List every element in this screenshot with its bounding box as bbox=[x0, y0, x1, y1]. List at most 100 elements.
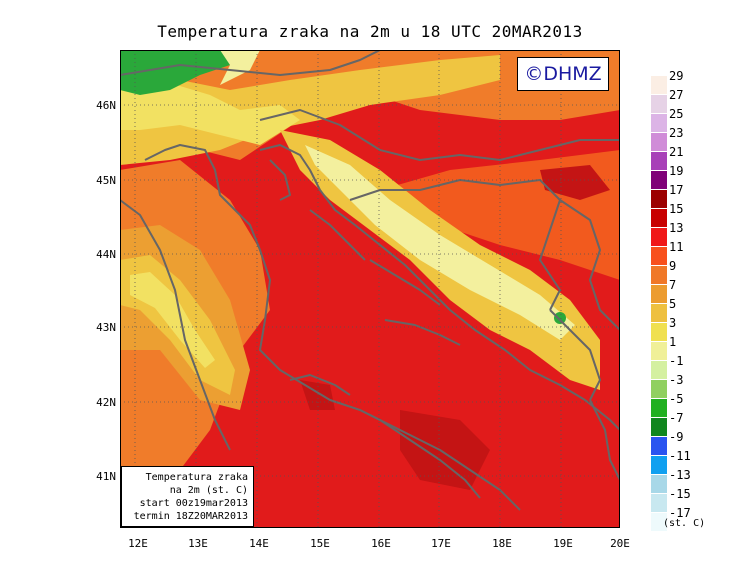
legend-entry: 13 bbox=[651, 221, 731, 246]
lat-label-43n: 43N bbox=[96, 321, 116, 334]
lon-label-18e: 18E bbox=[492, 537, 512, 550]
border-slovenia-croatia bbox=[259, 109, 620, 161]
border-serbia bbox=[559, 199, 620, 331]
legend-entry: 9 bbox=[651, 259, 731, 284]
temp-region-apennine-cream bbox=[130, 272, 215, 368]
legend-swatch bbox=[651, 266, 667, 284]
legend-entry: -1 bbox=[651, 354, 731, 379]
legend-label: -15 bbox=[669, 487, 691, 501]
legend-entry: -17 bbox=[651, 506, 731, 531]
legend-swatch bbox=[651, 95, 667, 113]
temp-region-cold-green bbox=[120, 50, 240, 95]
legend-entry: -15 bbox=[651, 487, 731, 512]
legend-swatch bbox=[651, 361, 667, 379]
copyright-label: ©DHMZ bbox=[517, 57, 609, 91]
legend-swatch bbox=[651, 285, 667, 303]
legend-swatch bbox=[651, 304, 667, 322]
legend-entry: -7 bbox=[651, 411, 731, 436]
legend-label: -7 bbox=[669, 411, 684, 425]
legend-swatch bbox=[651, 228, 667, 246]
legend-label: 29 bbox=[669, 69, 684, 83]
info-box: Temperatura zraka na 2m (st. C) start 00… bbox=[121, 466, 254, 527]
temp-region-alps-cream bbox=[120, 80, 300, 145]
legend-label: 23 bbox=[669, 126, 684, 140]
map-title: Temperatura zraka na 2m u 18 UTC 20MAR20… bbox=[157, 22, 583, 41]
legend-entry: 17 bbox=[651, 183, 731, 208]
lat-label-44n: 44N bbox=[96, 248, 116, 261]
temp-region-sea-darkred bbox=[400, 410, 490, 490]
temp-spot-green bbox=[554, 312, 566, 324]
legend-entry: 11 bbox=[651, 240, 731, 265]
legend-swatch bbox=[651, 114, 667, 132]
lon-label-19e: 19E bbox=[553, 537, 573, 550]
border-albania bbox=[589, 399, 620, 481]
legend-entry: 25 bbox=[651, 107, 731, 132]
legend-swatch bbox=[651, 475, 667, 493]
lon-label-16e: 16E bbox=[371, 537, 391, 550]
lon-label-17e: 17E bbox=[431, 537, 451, 550]
coastline-gargano bbox=[289, 374, 351, 396]
legend-label: 3 bbox=[669, 316, 677, 330]
legend-label: 25 bbox=[669, 107, 684, 121]
coastline-islands-1 bbox=[309, 209, 366, 261]
border-northern bbox=[120, 50, 381, 76]
legend-entry: -5 bbox=[651, 392, 731, 417]
legend-label: -11 bbox=[669, 449, 691, 463]
legend-entry: 7 bbox=[651, 278, 731, 303]
legend-label: 27 bbox=[669, 88, 684, 102]
coastline-croatia bbox=[259, 144, 620, 431]
legend-swatch bbox=[651, 171, 667, 189]
legend-swatch bbox=[651, 513, 667, 531]
info-line-variable: Temperatura zraka bbox=[145, 472, 248, 483]
legend-entry: 29 bbox=[651, 69, 731, 94]
legend-swatch bbox=[651, 418, 667, 436]
coastline-italy bbox=[144, 144, 481, 499]
legend-swatch bbox=[651, 342, 667, 360]
legend-label: 21 bbox=[669, 145, 684, 159]
legend-label: -17 bbox=[669, 506, 691, 520]
legend-label: 1 bbox=[669, 335, 677, 349]
coastline-islands-3 bbox=[384, 319, 461, 346]
lat-label-42n: 42N bbox=[96, 396, 116, 409]
legend-label: 5 bbox=[669, 297, 677, 311]
legend-label: 19 bbox=[669, 164, 684, 178]
border-montenegro bbox=[549, 309, 601, 401]
legend-swatch bbox=[651, 209, 667, 227]
legend-swatch bbox=[651, 190, 667, 208]
legend-entry: 5 bbox=[651, 297, 731, 322]
info-line-term: termin 18Z20MAR2013 bbox=[133, 511, 248, 522]
legend-entry: 23 bbox=[651, 126, 731, 151]
lat-label-41n: 41N bbox=[96, 470, 116, 483]
lon-label-13e: 13E bbox=[188, 537, 208, 550]
coastline-tyrrhenian bbox=[120, 199, 231, 451]
info-line-units: na 2m (st. C) bbox=[169, 485, 248, 496]
coastline-islands-2 bbox=[369, 259, 441, 306]
legend-swatch bbox=[651, 456, 667, 474]
legend-swatch bbox=[651, 152, 667, 170]
legend-entry: -9 bbox=[651, 430, 731, 455]
legend-label: -1 bbox=[669, 354, 684, 368]
temp-region-dinaric-cream bbox=[305, 145, 575, 340]
legend-label: -5 bbox=[669, 392, 684, 406]
legend-label: 15 bbox=[669, 202, 684, 216]
legend-label: -3 bbox=[669, 373, 684, 387]
legend-swatch bbox=[651, 247, 667, 265]
legend-entry: 3 bbox=[651, 316, 731, 341]
legend-entry: 19 bbox=[651, 164, 731, 189]
legend-label: 9 bbox=[669, 259, 677, 273]
lon-label-14e: 14E bbox=[249, 537, 269, 550]
legend-entry: -3 bbox=[651, 373, 731, 398]
legend-entry: 1 bbox=[651, 335, 731, 360]
legend-label: -9 bbox=[669, 430, 684, 444]
legend-entry: -13 bbox=[651, 468, 731, 493]
lon-label-20e: 20E bbox=[610, 537, 630, 550]
legend-swatch bbox=[651, 133, 667, 151]
lat-lon-grid bbox=[120, 50, 620, 528]
legend-label: 13 bbox=[669, 221, 684, 235]
legend-swatch bbox=[651, 494, 667, 512]
temp-region-cold-lightgreen bbox=[220, 50, 260, 85]
legend-label: 17 bbox=[669, 183, 684, 197]
legend-entry: -11 bbox=[651, 449, 731, 474]
temp-region-balkan-darkred bbox=[540, 165, 610, 200]
legend-label: -13 bbox=[669, 468, 691, 482]
